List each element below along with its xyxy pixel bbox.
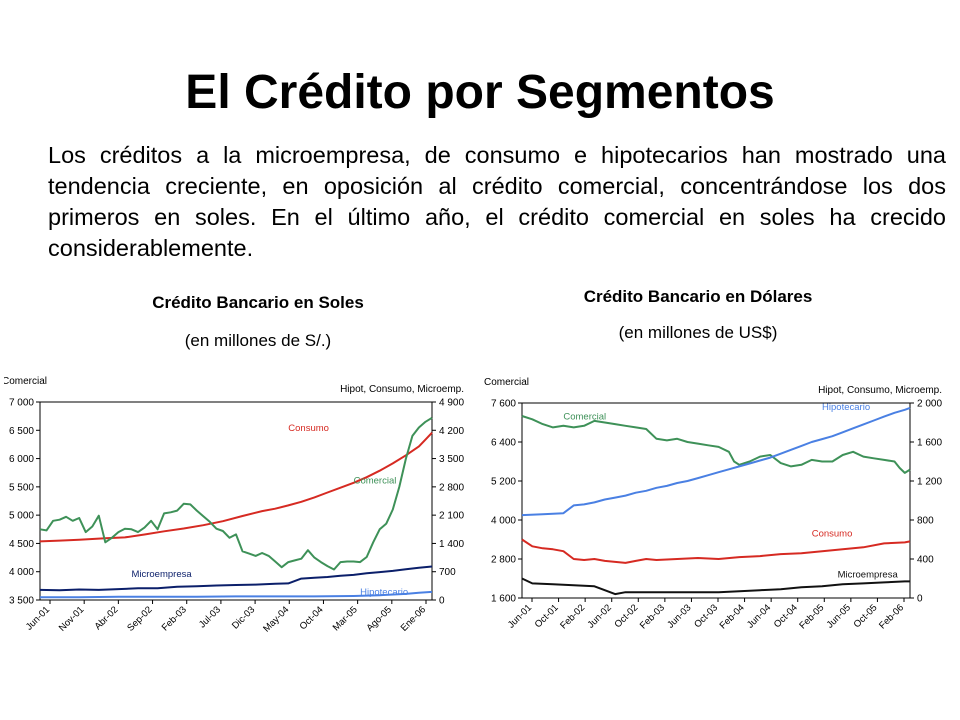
- soles-x-tick-label: Ene-06: [399, 604, 428, 633]
- dolares-right-axis-label: Hipot, Consumo, Microemp.: [818, 385, 942, 396]
- soles-series-consumo: [39, 432, 433, 543]
- soles-x-tick-label: Abr-02: [93, 604, 121, 632]
- soles-x-tick-label: Oct-04: [298, 604, 326, 632]
- soles-right-tick-label: 2 100: [439, 511, 464, 522]
- soles-x-tick-label: Sep-02: [125, 604, 154, 633]
- soles-series-comercial: [39, 416, 433, 571]
- soles-left-tick-label: 4 000: [9, 567, 34, 578]
- soles-x-tick-label: Mar-05: [331, 604, 360, 633]
- dolares-x-tick-label: Oct-05: [852, 602, 880, 630]
- soles-right-tick-label: 4 200: [439, 426, 464, 437]
- dolares-right-tick-label: 1 200: [917, 477, 942, 488]
- dolares-left-tick-label: 1 600: [491, 594, 516, 605]
- dolares-left-tick-label: 6 400: [491, 438, 516, 449]
- soles-right-tick-label: 3 500: [439, 454, 464, 465]
- dolares-left-tick-label: 7 600: [491, 399, 516, 410]
- dolares-series-microempresa: [521, 577, 910, 596]
- dolares-x-tick-label: Jun-03: [665, 602, 693, 630]
- soles-series-label-consumo: Consumo: [288, 423, 329, 434]
- soles-left-tick-label: 6 000: [9, 454, 34, 465]
- dolares-x-tick-label: Oct-03: [692, 602, 720, 630]
- slide-title: El Crédito por Segmentos: [185, 66, 775, 119]
- dolares-x-tick-label: Oct-01: [533, 602, 561, 630]
- soles-series-microempresa: [39, 565, 433, 592]
- dolares-x-tick-label: Oct-02: [612, 602, 640, 630]
- dolares-x-tick-label: Feb-06: [877, 602, 906, 631]
- chart-dolares: Comercial Hipot, Consumo, Microemp. 1 600 2…: [484, 377, 942, 631]
- dolares-left-axis-label: Comercial: [484, 377, 529, 388]
- soles-x-tick-label: May-04: [261, 604, 291, 634]
- soles-right-tick-label: 2 800: [439, 482, 464, 493]
- dolares-series-comercial: [521, 415, 911, 474]
- soles-right-tick-label: 1 400: [439, 539, 464, 550]
- soles-right-tick-label: 4 900: [439, 398, 464, 409]
- dolares-x-tick-label: Oct-04: [772, 602, 800, 630]
- soles-plot-frame: [39, 401, 433, 601]
- soles-series-label-hipotecario: Hipotecario: [360, 587, 408, 598]
- dolares-x-tick-label: Jun-01: [506, 602, 534, 630]
- soles-left-tick-label: 4 500: [9, 539, 34, 550]
- soles-series-label-comercial: Comercial: [354, 475, 397, 486]
- dolares-series-label-consumo: Consumo: [812, 529, 853, 540]
- dolares-series-label-microempresa: Microempresa: [838, 570, 899, 581]
- soles-x-tick-label: Jul-03: [197, 604, 223, 630]
- soles-right-tick-label: 700: [439, 567, 456, 578]
- soles-left-tick-label: 5 500: [9, 482, 34, 493]
- dolares-left-tick-label: 2 800: [491, 555, 516, 566]
- chart2-subtitle: (en millones de US$): [618, 323, 778, 342]
- soles-x-tick-label: Ago-05: [364, 604, 393, 633]
- dolares-series-hipotecario: [521, 406, 911, 517]
- dolares-left-tick-label: 4 000: [491, 516, 516, 527]
- soles-x-tick-label: Dic-03: [230, 604, 257, 631]
- dolares-right-tick-label: 1 600: [917, 438, 942, 449]
- chart-soles: Comercial Hipot, Consumo, Microemp. 3 500 4…: [4, 376, 464, 635]
- soles-x-tick-label: Jun-01: [24, 604, 52, 632]
- dolares-right-tick-label: 2 000: [917, 399, 942, 410]
- dolares-series-label-comercial: Comercial: [563, 411, 606, 422]
- dolares-x-tick-label: Feb-03: [638, 602, 667, 631]
- dolares-plot-frame: [521, 402, 911, 599]
- dolares-x-tick-label: Feb-05: [797, 602, 826, 631]
- dolares-x-tick-label: Jun-04: [745, 602, 773, 630]
- slide-paragraph: Los créditos a la microempresa, de consu…: [48, 142, 946, 261]
- dolares-right-tick-label: 0: [917, 594, 923, 605]
- soles-left-axis-label: Comercial: [4, 376, 47, 387]
- dolares-right-tick-label: 400: [917, 555, 934, 566]
- soles-left-tick-label: 7 000: [9, 398, 34, 409]
- soles-left-tick-label: 6 500: [9, 426, 34, 437]
- soles-x-tick-label: Feb-03: [160, 604, 189, 633]
- dolares-x-tick-label: Feb-02: [558, 602, 587, 631]
- chart1-subtitle: (en millones de S/.): [184, 331, 332, 350]
- dolares-left-tick-label: 5 200: [491, 477, 516, 488]
- dolares-series-consumo: [521, 538, 911, 564]
- chart2-title: Crédito Bancario en Dólares: [583, 287, 813, 306]
- soles-right-tick-label: 0: [439, 596, 445, 607]
- dolares-series-label-hipotecario: Hipotecario: [822, 402, 870, 413]
- soles-series-label-microempresa: Microempresa: [131, 569, 192, 580]
- dolares-x-tick-label: Jun-05: [825, 602, 853, 630]
- dolares-x-tick-label: Jun-02: [586, 602, 614, 630]
- soles-right-axis-label: Hipot, Consumo, Microemp.: [340, 384, 464, 395]
- dolares-right-tick-label: 800: [917, 516, 934, 527]
- soles-left-tick-label: 3 500: [9, 596, 34, 607]
- chart1-title: Crédito Bancario en Soles: [152, 293, 364, 312]
- soles-x-tick-label: Nov-01: [57, 604, 86, 633]
- soles-series-hipotecario: [40, 590, 433, 599]
- dolares-x-tick-label: Feb-04: [718, 602, 747, 631]
- soles-left-tick-label: 5 000: [9, 511, 34, 522]
